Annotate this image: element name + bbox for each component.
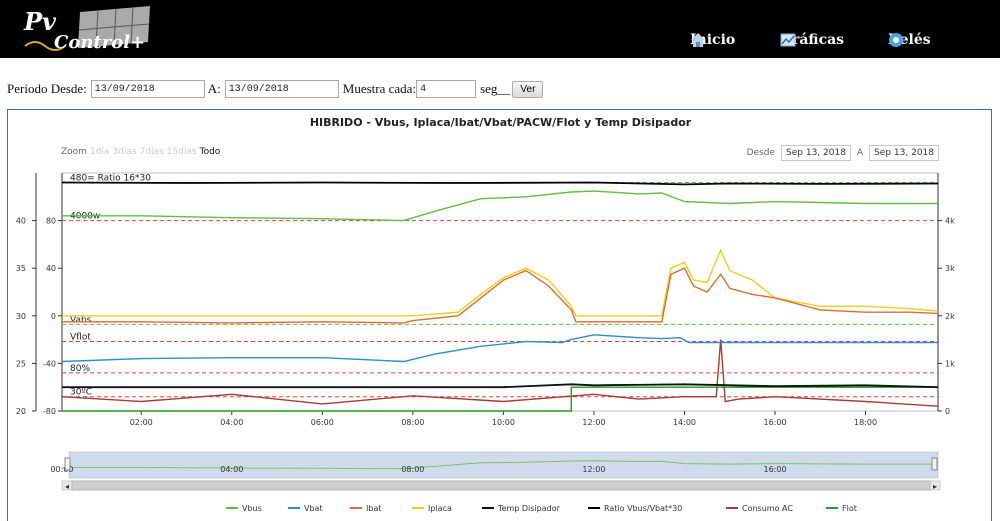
right-tick-label: 2k — [945, 312, 955, 321]
navigator-tick-label: 08:00 — [401, 465, 424, 474]
scroll-right-icon: ▸ — [933, 482, 937, 491]
x-tick-label: 06:00 — [311, 418, 334, 427]
series-line-vbat — [61, 334, 938, 363]
from-label: Periodo Desde: — [7, 81, 87, 96]
zoom-todo[interactable]: Todo — [199, 147, 221, 157]
zoom-label: Zoom — [61, 147, 87, 157]
right-tick-label: 3k — [945, 264, 955, 273]
zoom-1dia[interactable]: 1día — [89, 147, 110, 157]
relay-icon — [889, 33, 903, 47]
to-date-input[interactable] — [224, 80, 339, 98]
range-to-label: A — [856, 148, 864, 158]
series-line-iplaca — [62, 248, 939, 317]
far-left-tick-label: 40 — [16, 217, 26, 226]
left-tick-label: -80 — [43, 407, 56, 416]
navigator-tick-label: 16:00 — [763, 465, 786, 474]
legend-item: Vbus — [242, 504, 262, 513]
logo: Pv Control+ — [23, 6, 150, 53]
chart-panel: HIBRIDO - Vbus, Iplaca/Ibat/Vbat/PACW/Fl… — [7, 109, 992, 521]
series-line-ibat — [62, 267, 939, 324]
x-tick-label: 16:00 — [763, 418, 786, 427]
reference-label: Vflot — [70, 333, 91, 343]
far-left-tick-label: 25 — [16, 359, 26, 368]
chart-title: HIBRIDO - Vbus, Iplaca/Ibat/Vbat/PACW/Fl… — [309, 116, 692, 129]
left-tick-label: 0 — [51, 312, 56, 321]
zoom-15dias[interactable]: 15días — [166, 147, 197, 157]
legend-item: Consumo AC — [742, 504, 793, 513]
svg-text:Control+: Control+ — [54, 32, 145, 53]
range-to-input[interactable]: Sep 13, 2018 — [869, 145, 939, 161]
legend-item: Iplaca — [428, 504, 452, 513]
navigator-left-handle — [64, 457, 71, 471]
x-tick-label: 14:00 — [673, 418, 696, 427]
solar-panel-graphic — [78, 6, 150, 48]
zoom-3dias[interactable]: 3días — [112, 147, 137, 157]
range-from-label: Desde — [746, 148, 776, 158]
left-tick-label: -40 — [43, 359, 56, 368]
nav-label: Gráficas — [780, 32, 845, 48]
left-tick-label: 40 — [46, 264, 56, 273]
reference-label: Vabs — [70, 315, 92, 325]
legend-item: Ibat — [366, 504, 381, 513]
svg-text:Pv: Pv — [23, 7, 57, 36]
top-navbar: Pv Control+ Inicio Gráficas Relés — [0, 0, 1000, 58]
reference-label: 4000w — [70, 212, 100, 222]
nav-item-reles[interactable]: Relés — [888, 32, 931, 48]
sample-label: Muestra cada: — [342, 81, 417, 96]
zoom-7dias[interactable]: 7días — [139, 147, 164, 157]
nav-item-inicio[interactable]: Inicio — [690, 32, 735, 48]
reference-label: 480= Ratio 16*30 — [70, 174, 151, 184]
right-tick-label: 4k — [945, 217, 955, 226]
navigator-tick-label: 00:00 — [50, 465, 73, 474]
legend-item: Ratio Vbus/Vbat*30 — [604, 504, 682, 513]
series-line-flot — [62, 386, 938, 412]
scroll-left-icon: ◂ — [65, 482, 69, 491]
chart-icon — [780, 33, 796, 47]
series-line-ratio-vbus-vbat-30 — [61, 181, 939, 186]
x-tick-label: 02:00 — [130, 418, 153, 427]
legend-item: Vbat — [304, 504, 323, 513]
plot-area — [61, 172, 939, 412]
x-tick-label: 18:00 — [854, 418, 877, 427]
unit-label: seg__ — [480, 81, 511, 96]
to-label: A: — [207, 81, 221, 96]
legend-item: Temp Disipador — [497, 504, 561, 513]
scrollbar-thumb — [71, 480, 931, 491]
far-left-tick-label: 35 — [16, 264, 26, 273]
nav-item-graficas[interactable]: Gráficas — [780, 32, 844, 48]
navigator-series-line — [62, 460, 938, 470]
navigator-tick-label: 04:00 — [220, 465, 243, 474]
x-tick-label: 08:00 — [401, 418, 424, 427]
series-line-consumo-ac — [61, 339, 939, 407]
navigator-right-handle — [931, 457, 938, 471]
right-tick-label: 0 — [945, 407, 950, 416]
x-tick-label: 04:00 — [220, 418, 243, 427]
reference-label: 30ºC — [70, 388, 92, 398]
line-chart[interactable]: 40 35 30 25 20 80 40 0 -40 -80 4k 3k 2k 1k 0 02:00 04:00… — [8, 110, 993, 521]
x-tick-label: 10:00 — [492, 418, 515, 427]
navigator — [68, 451, 939, 479]
left-tick-label: 80 — [46, 217, 56, 226]
right-tick-label: 1k — [945, 359, 955, 368]
far-left-tick-label: 30 — [16, 312, 26, 321]
reference-label: 80% — [70, 364, 90, 374]
navigator-selection — [69, 452, 938, 478]
legend-item: Flot — [842, 504, 857, 513]
series-line-vbus — [62, 190, 938, 222]
date-range-selector: Desde Sep 13, 2018 A Sep 13, 2018 — [747, 145, 939, 161]
x-tick-label: 12:00 — [582, 418, 605, 427]
zoom-selector: Zoom 1día 3días 7días 15días Todo — [61, 147, 220, 157]
home-icon — [691, 33, 705, 47]
ver-button[interactable]: Ver — [512, 80, 544, 98]
period-filter-form: Periodo Desde: A: Muestra cada: seg__ Ve… — [7, 80, 544, 98]
sample-seconds-input[interactable] — [416, 80, 477, 98]
from-date-input[interactable] — [90, 80, 205, 98]
navigator-tick-label: 12:00 — [582, 465, 605, 474]
series-line-temp-disipador — [62, 383, 939, 389]
range-from-input[interactable]: Sep 13, 2018 — [781, 145, 851, 161]
far-left-tick-label: 20 — [16, 407, 26, 416]
